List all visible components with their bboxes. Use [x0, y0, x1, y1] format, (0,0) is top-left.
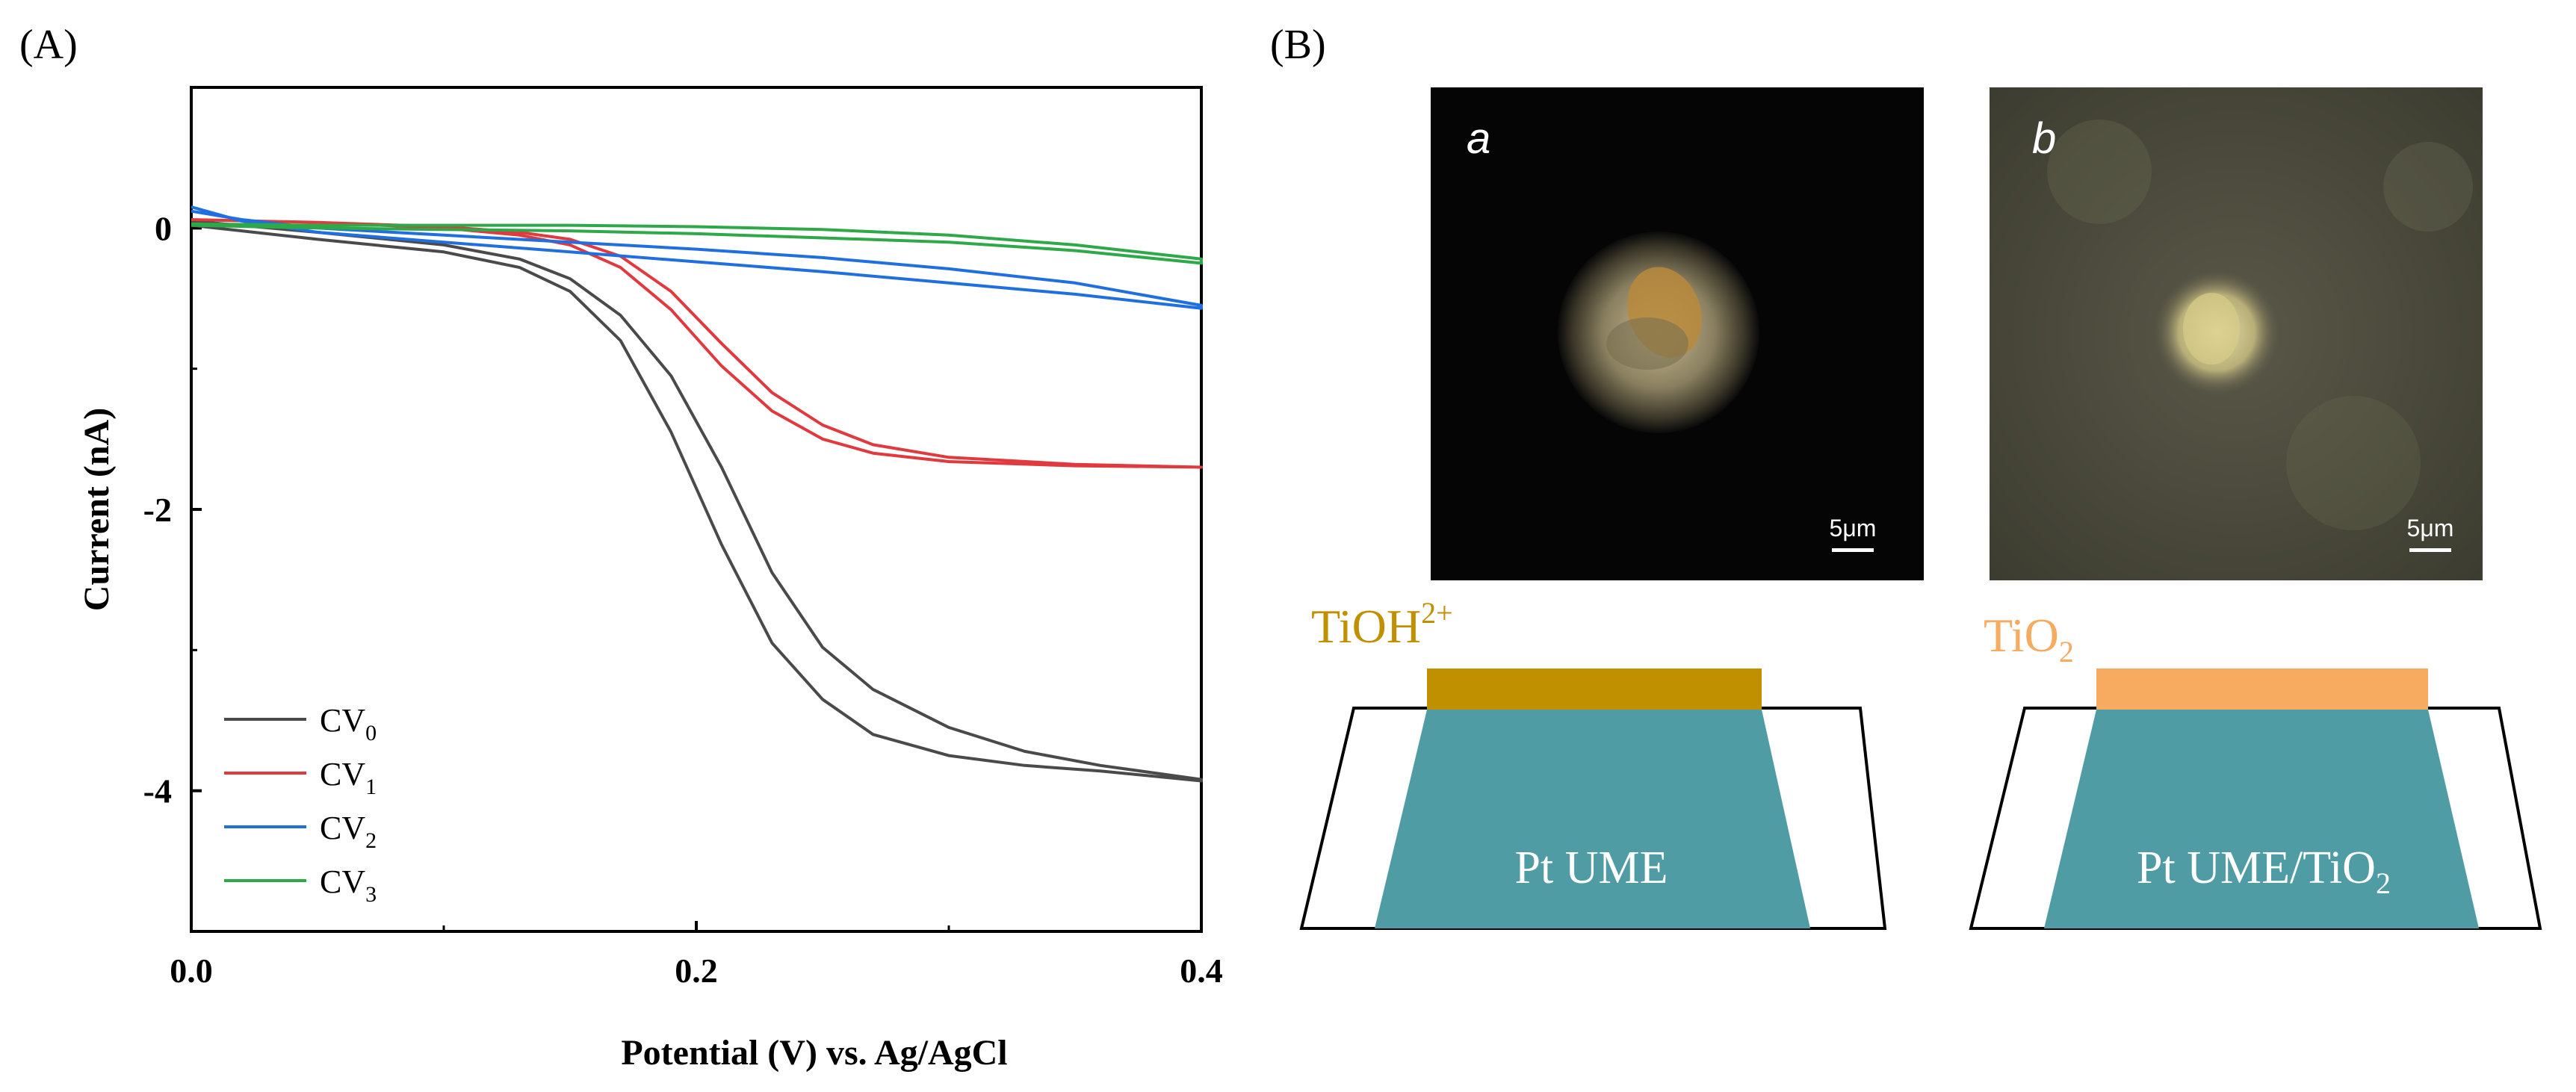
plot-frame	[190, 86, 1203, 933]
film-label-tio2: TiO2	[1984, 609, 2074, 668]
scale-label-a: 5μm	[1830, 515, 1877, 542]
x-axis-label: Potential (V) vs. Ag/AgCl	[621, 1033, 1007, 1073]
micrograph-a-label: a	[1467, 114, 1490, 163]
pt-ume-tio2-electrode	[2044, 710, 2479, 928]
tioh-film	[1427, 668, 1762, 710]
schematic-tio2: TiO2 Pt UME/TiO2	[1969, 609, 2542, 930]
scale-bar-a	[1832, 548, 1874, 552]
cv-chart: 0 -2 -4 0.0 0.2 0.4 Potential (V) vs. Ag/AgC…	[77, 86, 1223, 1073]
x-tick-label: 0.2	[675, 952, 718, 990]
micrograph-b-label: b	[2032, 114, 2056, 163]
micrograph-a: a 5μm	[1431, 87, 1924, 580]
y-axis-ticks: 0 -2 -4	[143, 86, 202, 933]
y-tick-label: -4	[143, 772, 172, 810]
legend-label-cv1: CV1	[320, 756, 377, 799]
series-line-cv1	[191, 218, 1203, 469]
series-layer	[191, 205, 1203, 783]
series-line-cv3	[191, 222, 1203, 265]
legend-label-cv3: CV3	[320, 863, 377, 907]
y-tick-label: -2	[143, 491, 172, 529]
film-label-tioh: TiOH2+	[1311, 596, 1453, 653]
legend-label-cv0: CV0	[320, 702, 377, 745]
x-tick-label: 0.4	[1180, 952, 1223, 990]
micrograph-b: b 5μm	[1990, 87, 2483, 580]
electrode-label-1: Pt UME	[1515, 843, 1668, 893]
y-tick-label: 0	[155, 209, 172, 247]
series-line-cv0	[191, 219, 1203, 783]
scale-bar-b	[2409, 548, 2451, 552]
x-axis-ticks: 0.0 0.2 0.4	[170, 921, 1223, 990]
x-tick-label: 0.0	[170, 952, 213, 990]
legend-label-cv2: CV2	[320, 810, 377, 853]
legend: CV0 CV1 CV2 CV3	[224, 702, 377, 907]
y-axis-label: Current (nA)	[77, 408, 117, 611]
panel-a-label: (A)	[19, 22, 78, 68]
series-line-cv2	[191, 205, 1203, 310]
electrode-label-2: Pt UME/TiO2	[2137, 843, 2391, 900]
schematic-tioh: TiOH2+ Pt UME	[1299, 596, 1887, 930]
pt-ume-electrode	[1375, 710, 1810, 928]
tio2-film	[2096, 668, 2428, 710]
scale-label-b: 5μm	[2407, 515, 2454, 542]
panel-b-label: (B)	[1270, 22, 1326, 68]
